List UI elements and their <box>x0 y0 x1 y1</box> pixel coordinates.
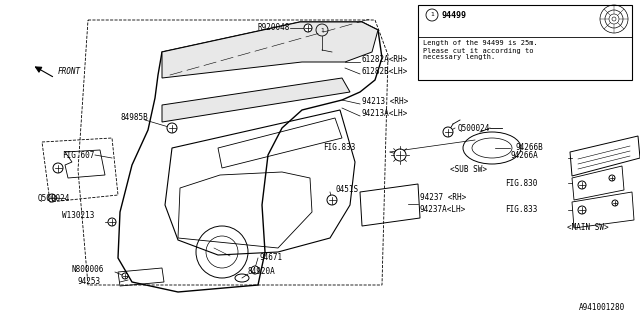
Text: 94237A<LH>: 94237A<LH> <box>420 205 467 214</box>
Circle shape <box>167 123 177 133</box>
Text: 84985B: 84985B <box>120 114 148 123</box>
Text: FIG.607: FIG.607 <box>62 150 94 159</box>
Circle shape <box>394 149 406 161</box>
Text: 1: 1 <box>430 12 434 18</box>
Text: N800006: N800006 <box>72 266 104 275</box>
Text: 94213A<LH>: 94213A<LH> <box>362 109 408 118</box>
Circle shape <box>53 163 63 173</box>
Text: Q500024: Q500024 <box>38 194 70 203</box>
Text: 94253: 94253 <box>78 277 101 286</box>
Text: 94266A: 94266A <box>510 150 538 159</box>
Circle shape <box>304 24 312 32</box>
Text: FIG.833: FIG.833 <box>506 205 538 214</box>
Text: FIG.830: FIG.830 <box>506 179 538 188</box>
Text: W130213: W130213 <box>62 211 94 220</box>
Text: 1: 1 <box>320 28 324 33</box>
Polygon shape <box>162 22 378 78</box>
Circle shape <box>443 127 453 137</box>
Text: 94266B: 94266B <box>515 143 543 153</box>
Text: <SUB SW>: <SUB SW> <box>449 165 486 174</box>
Text: 61282B<LH>: 61282B<LH> <box>362 68 408 76</box>
Text: <MAIN SW>: <MAIN SW> <box>567 223 609 233</box>
Circle shape <box>609 175 615 181</box>
Circle shape <box>578 206 586 214</box>
Circle shape <box>108 218 116 226</box>
Circle shape <box>327 195 337 205</box>
Bar <box>418 5 632 80</box>
Text: Q500024: Q500024 <box>458 124 490 132</box>
Circle shape <box>612 200 618 206</box>
Circle shape <box>48 194 56 202</box>
Text: FRONT: FRONT <box>58 68 81 76</box>
Text: A941001280: A941001280 <box>579 303 625 313</box>
Circle shape <box>251 266 259 274</box>
Polygon shape <box>162 78 350 122</box>
Text: 94499: 94499 <box>442 11 467 20</box>
Text: 0451S: 0451S <box>335 186 358 195</box>
Circle shape <box>578 181 586 189</box>
Text: 94237 <RH>: 94237 <RH> <box>420 194 467 203</box>
Text: Length of the 94499 is 25m.
Please cut it according to
necessary length.: Length of the 94499 is 25m. Please cut i… <box>423 41 538 60</box>
Text: R920048: R920048 <box>258 23 290 33</box>
Text: 61282A<RH>: 61282A<RH> <box>362 55 408 65</box>
Text: 84920A: 84920A <box>248 268 276 276</box>
Text: FIG.833: FIG.833 <box>323 143 355 153</box>
Text: 94213 <RH>: 94213 <RH> <box>362 98 408 107</box>
Circle shape <box>122 273 128 279</box>
Text: 94671: 94671 <box>260 253 283 262</box>
